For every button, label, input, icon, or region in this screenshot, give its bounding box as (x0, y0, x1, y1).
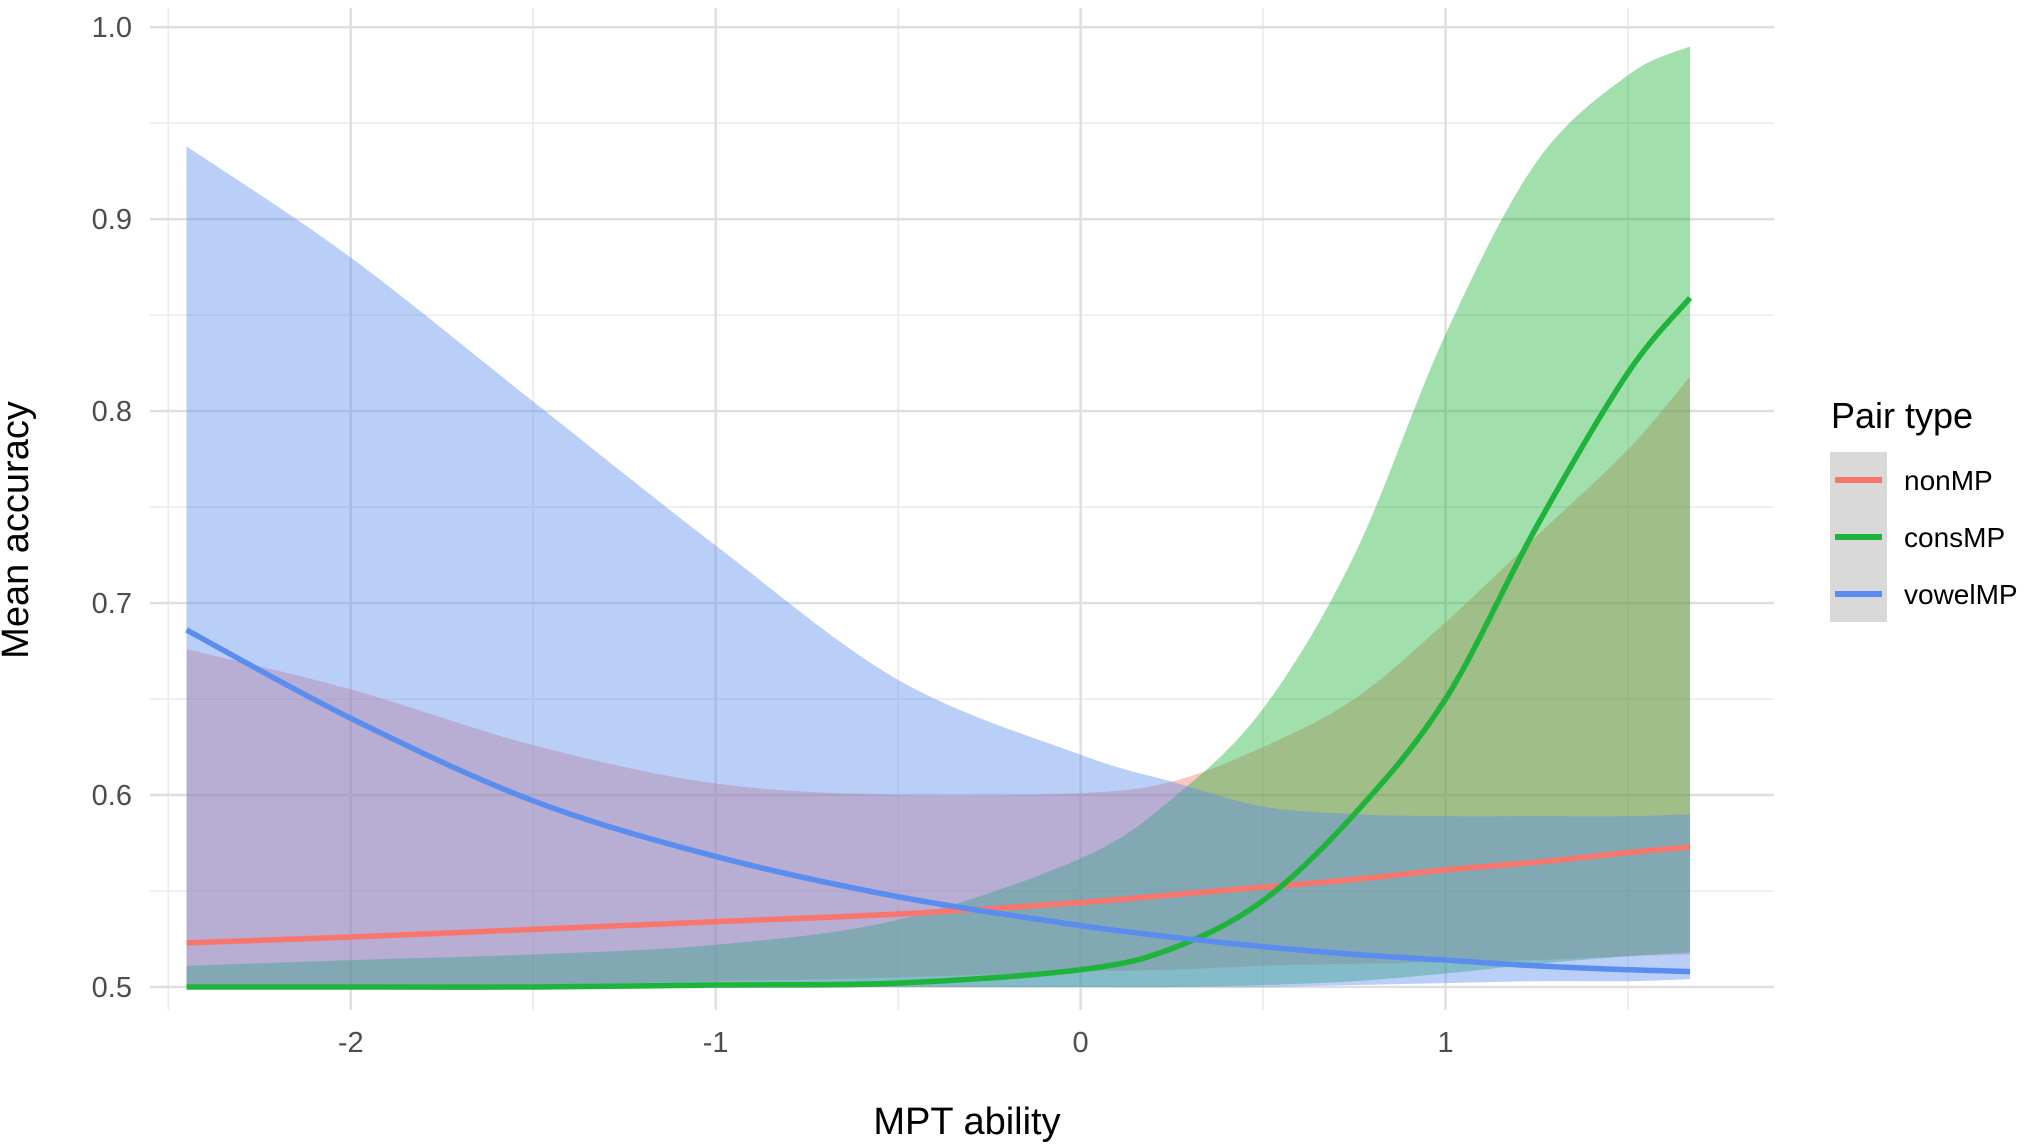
legend-label-consMP: consMP (1904, 522, 2005, 553)
x-tick-label: -2 (338, 1027, 364, 1059)
y-tick-label: 0.5 (92, 972, 132, 1004)
y-tick-label: 0.9 (92, 204, 132, 236)
confidence-bands (186, 46, 1691, 988)
x-axis: -2 -1 0 1 (338, 1027, 1454, 1059)
x-tick-label: 1 (1437, 1027, 1453, 1059)
band-nonMP (186, 376, 1691, 988)
line-vowelMP (185, 627, 1691, 975)
grid (150, 8, 1774, 1010)
x-tick-label: -1 (703, 1027, 729, 1059)
x-axis-title: MPT ability (873, 1101, 1060, 1143)
legend-label-nonMP: nonMP (1904, 465, 1993, 496)
y-tick-label: 0.7 (92, 588, 132, 620)
line-consMP (186, 296, 1693, 990)
y-axis-title: Mean accuracy (0, 401, 37, 659)
legend-label-vowelMP: vowelMP (1904, 579, 2018, 610)
x-tick-label: 0 (1073, 1027, 1089, 1059)
y-tick-label: 0.6 (92, 780, 132, 812)
series-lines (185, 296, 1693, 990)
y-tick-label: 0.8 (92, 396, 132, 428)
legend: Pair type nonMP consMP vowelMP (1830, 395, 2018, 622)
line-nonMP (186, 844, 1691, 946)
y-tick-label: 1.0 (92, 12, 132, 44)
band-vowelMP (186, 146, 1691, 988)
legend-title: Pair type (1831, 395, 1973, 436)
y-axis: 0.5 0.6 0.7 0.8 0.9 1.0 (92, 12, 132, 1004)
band-consMP (186, 46, 1691, 988)
